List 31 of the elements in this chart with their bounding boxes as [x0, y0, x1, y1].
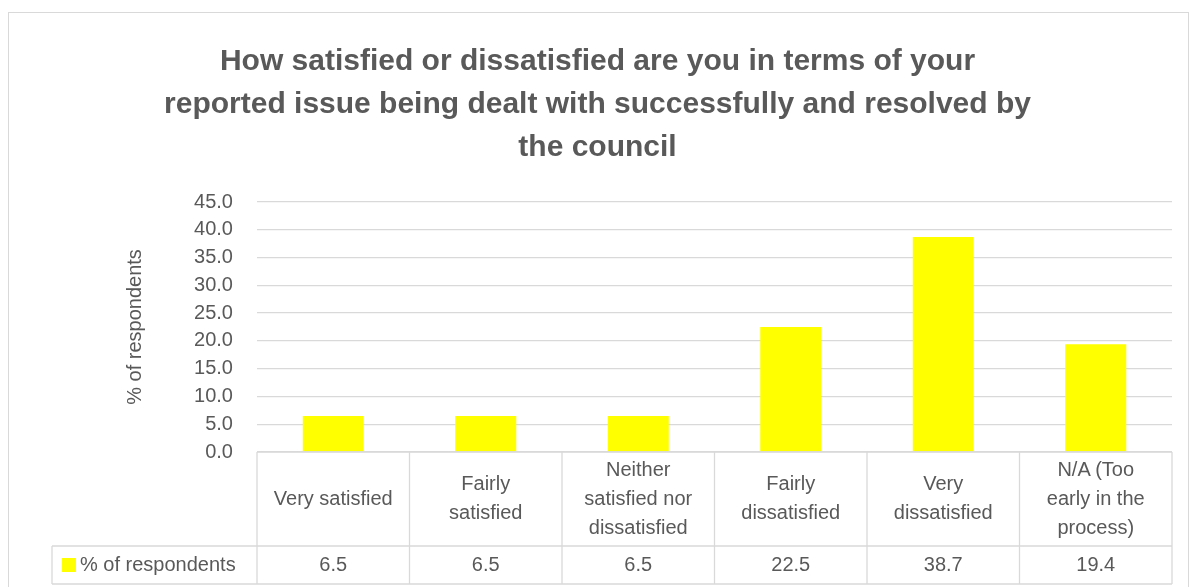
- legend-label: % of respondents: [80, 552, 236, 575]
- bar: [607, 415, 669, 452]
- data-label: 38.7: [923, 552, 963, 575]
- bar: [912, 237, 974, 452]
- x-tick-label: Very dissatisfied: [893, 472, 993, 524]
- y-tick-label: 0.0: [205, 439, 233, 462]
- data-label: 6.5: [471, 552, 500, 575]
- x-tick-label: N/A (Too early in the process): [1046, 457, 1145, 538]
- x-tick-label: Fairly dissatisfied: [741, 472, 841, 524]
- x-tick-label: Very satisfied: [273, 486, 393, 509]
- y-tick-label: 40.0: [194, 217, 233, 240]
- bar: [1065, 344, 1127, 452]
- data-label: 19.4: [1076, 552, 1116, 575]
- y-tick-label: 35.0: [194, 245, 233, 268]
- x-tick-label: Fairly satisfied: [449, 472, 523, 524]
- x-tick-label: Neither satisfied nor dissatisfied: [584, 457, 693, 538]
- y-tick-label: 20.0: [194, 328, 233, 351]
- bar: [455, 415, 517, 452]
- bar: [302, 415, 364, 452]
- y-tick-label: 25.0: [194, 300, 233, 323]
- bar: [760, 327, 822, 452]
- y-tick-label: 10.0: [194, 383, 233, 406]
- y-tick-label: 30.0: [194, 272, 233, 295]
- y-axis-title: % of respondents: [122, 249, 145, 405]
- data-label: 22.5: [771, 552, 811, 575]
- y-tick-label: 15.0: [194, 356, 233, 379]
- y-tick-label: 5.0: [205, 411, 233, 434]
- data-label: 6.5: [624, 552, 653, 575]
- data-label: 6.5: [319, 552, 348, 575]
- chart-title: How satisfied or dissatisfied are you in terms of your reported issue being dealt with successfully and resolved by the council: [163, 42, 1032, 164]
- y-tick-label: 45.0: [194, 189, 233, 212]
